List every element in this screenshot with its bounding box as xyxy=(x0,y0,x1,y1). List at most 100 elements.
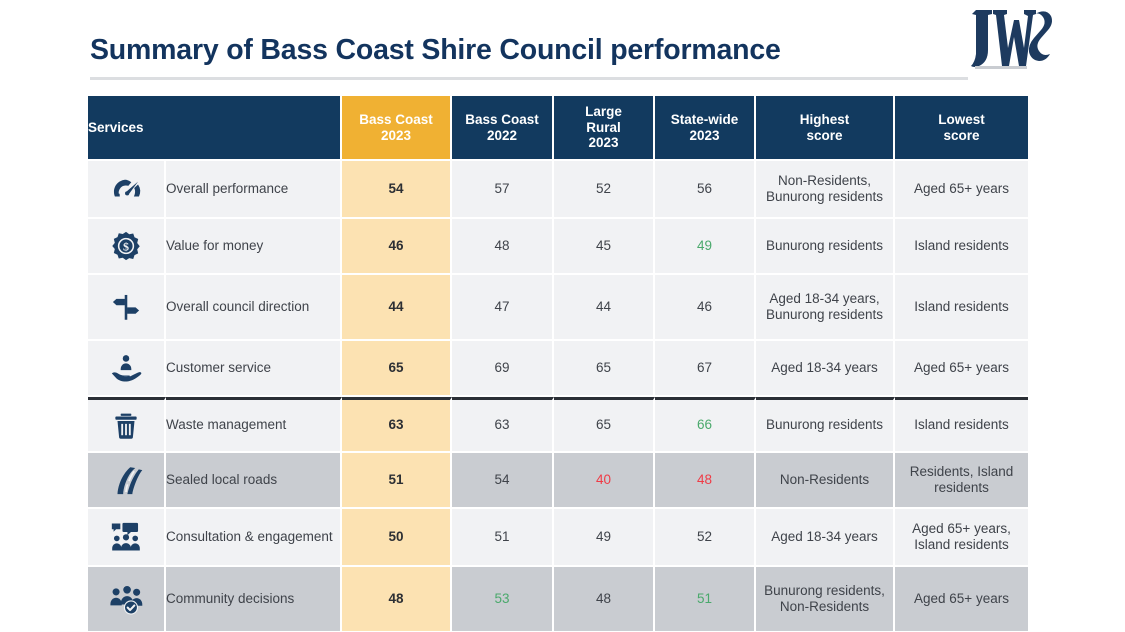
bass-coast-2023-value: 46 xyxy=(342,219,452,275)
state-wide-2023-value: 67 xyxy=(655,341,756,397)
highest-score-value: Bunurong residents xyxy=(756,397,895,453)
header-line-1: Bass Coast xyxy=(359,111,433,127)
road-icon xyxy=(88,463,164,497)
bass-coast-2022-value: 54 xyxy=(452,453,554,509)
row-icon-cell xyxy=(88,453,166,509)
table-row: Customer service 65 69 65 67 Aged 18-34 … xyxy=(88,341,1028,397)
highest-score-value: Bunurong residents xyxy=(756,219,895,275)
bass-coast-2023-value: 48 xyxy=(342,567,452,632)
header-line-2: score xyxy=(943,127,980,143)
service-label: Consultation & engagement xyxy=(166,528,333,544)
service-label: Waste management xyxy=(166,417,287,433)
state-wide-2023-value: 49 xyxy=(655,219,756,275)
header-line-1: Bass Coast xyxy=(465,111,539,127)
column-header-large-rural-2023: Large Rural 2023 xyxy=(554,96,655,161)
large-rural-2023-value: 52 xyxy=(554,161,655,219)
header-row: Services Bass Coast 2023 Bass Coast 2022… xyxy=(88,96,1028,161)
lowest-score-value: Aged 65+ years xyxy=(895,341,1028,397)
service-label: Overall council direction xyxy=(166,298,310,314)
service-name-cell: Value for money xyxy=(166,219,342,275)
header-line-1: Large xyxy=(585,103,622,119)
large-rural-2023-value: 65 xyxy=(554,397,655,453)
header-line-2: score xyxy=(806,127,843,143)
service-name-cell: Overall performance xyxy=(166,161,342,219)
state-wide-2023-value: 46 xyxy=(655,275,756,341)
state-wide-2023-value: 52 xyxy=(655,509,756,567)
header-line-1: Lowest xyxy=(938,111,985,127)
service-name-cell: Overall council direction xyxy=(166,275,342,341)
header-line-2: 2022 xyxy=(486,127,518,143)
page-title: Summary of Bass Coast Shire Council perf… xyxy=(90,34,781,66)
bass-coast-2023-value: 50 xyxy=(342,509,452,567)
service-label: Overall performance xyxy=(166,180,289,196)
service-label: Customer service xyxy=(166,359,272,375)
table-body: Overall performance 54 57 52 56 Non-Resi… xyxy=(88,161,1028,632)
column-header-bass-coast-2023: Bass Coast 2023 xyxy=(342,96,452,161)
service-label: Sealed local roads xyxy=(166,471,278,487)
highest-score-value: Aged 18-34 years xyxy=(756,509,895,567)
lowest-score-value: Island residents xyxy=(895,275,1028,341)
column-header-bass-coast-2022: Bass Coast 2022 xyxy=(452,96,554,161)
table-row: Community decisions 48 53 48 51 Bunurong… xyxy=(88,567,1028,632)
bass-coast-2022-value: 53 xyxy=(452,567,554,632)
bass-coast-2023-value: 54 xyxy=(342,161,452,219)
row-icon-cell xyxy=(88,567,166,632)
bass-coast-2023-value: 65 xyxy=(342,341,452,397)
row-icon-cell xyxy=(88,341,166,397)
highest-score-value: Aged 18-34 years xyxy=(756,341,895,397)
highest-score-value: Aged 18-34 years, Bunurong residents xyxy=(756,275,895,341)
state-wide-2023-value: 48 xyxy=(655,453,756,509)
lowest-score-value: Island residents xyxy=(895,219,1028,275)
column-header-state-wide-2023: State-wide 2023 xyxy=(655,96,756,161)
header-line-3: 2023 xyxy=(588,135,619,151)
row-icon-cell: $ xyxy=(88,219,166,275)
large-rural-2023-value: 49 xyxy=(554,509,655,567)
bass-coast-2023-value: 63 xyxy=(342,397,452,453)
bass-coast-2022-value: 47 xyxy=(452,275,554,341)
row-icon-cell xyxy=(88,275,166,341)
table-row: Waste management 63 63 65 66 Bunurong re… xyxy=(88,397,1028,453)
column-header-services: Services xyxy=(88,96,342,161)
header-line-2: 2023 xyxy=(689,127,720,143)
large-rural-2023-value: 45 xyxy=(554,219,655,275)
bass-coast-2023-value: 44 xyxy=(342,275,452,341)
large-rural-2023-value: 44 xyxy=(554,275,655,341)
performance-table-wrapper: Services Bass Coast 2023 Bass Coast 2022… xyxy=(88,96,1028,632)
bass-coast-2022-value: 57 xyxy=(452,161,554,219)
title-divider xyxy=(90,77,968,80)
service-name-cell: Community decisions xyxy=(166,567,342,632)
speedometer-icon xyxy=(88,172,164,206)
service-name-cell: Customer service xyxy=(166,341,342,397)
table-row: Sealed local roads 51 54 40 48 Non-Resid… xyxy=(88,453,1028,509)
large-rural-2023-value: 40 xyxy=(554,453,655,509)
service-name-cell: Waste management xyxy=(166,397,342,453)
lowest-score-value: Island residents xyxy=(895,397,1028,453)
large-rural-2023-value: 48 xyxy=(554,567,655,632)
row-icon-cell xyxy=(88,397,166,453)
large-rural-2023-value: 65 xyxy=(554,341,655,397)
hand-service-icon xyxy=(88,351,164,385)
consultation-icon xyxy=(88,520,164,554)
table-row: Overall performance 54 57 52 56 Non-Resi… xyxy=(88,161,1028,219)
bass-coast-2022-value: 51 xyxy=(452,509,554,567)
service-name-cell: Sealed local roads xyxy=(166,453,342,509)
bass-coast-2022-value: 69 xyxy=(452,341,554,397)
waste-bin-icon xyxy=(88,409,164,443)
table-header: Services Bass Coast 2023 Bass Coast 2022… xyxy=(88,96,1028,161)
service-label: Value for money xyxy=(166,237,264,253)
header-line-2: 2023 xyxy=(380,127,412,143)
lowest-score-value: Aged 65+ years xyxy=(895,567,1028,632)
highest-score-value: Bunurong residents, Non-Residents xyxy=(756,567,895,632)
lowest-score-value: Aged 65+ years xyxy=(895,161,1028,219)
highest-score-value: Non-Residents xyxy=(756,453,895,509)
header-line-2: Rural xyxy=(586,119,621,135)
bass-coast-2023-value: 51 xyxy=(342,453,452,509)
row-icon-cell xyxy=(88,161,166,219)
bass-coast-2022-value: 63 xyxy=(452,397,554,453)
state-wide-2023-value: 51 xyxy=(655,567,756,632)
service-label: Community decisions xyxy=(166,590,295,606)
lowest-score-value: Aged 65+ years, Island residents xyxy=(895,509,1028,567)
lowest-score-value: Residents, Island residents xyxy=(895,453,1028,509)
header-line-1: State-wide xyxy=(670,111,739,127)
